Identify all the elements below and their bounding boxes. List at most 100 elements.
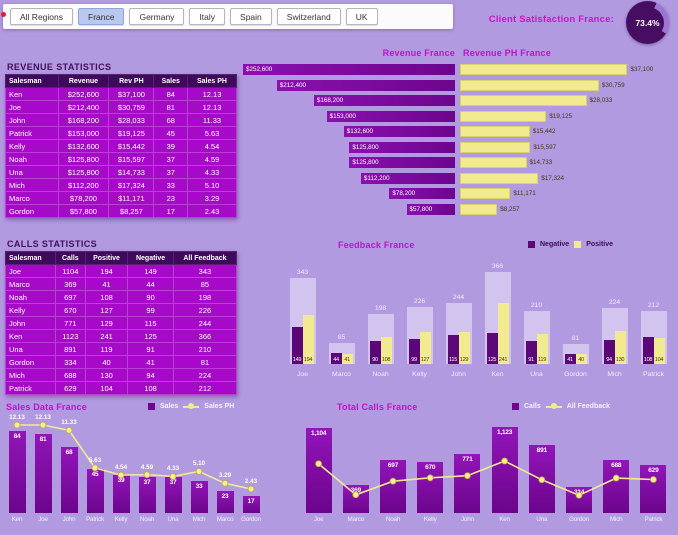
revenue_ph_france-bar-marco[interactable] [460, 188, 511, 200]
sales-bar-mich[interactable]: 33 [190, 480, 208, 513]
value-cell: 12.13 [186, 100, 238, 114]
negative-bar[interactable]: 125 [486, 332, 498, 364]
revenue_france-bar-marco[interactable]: $78,200 [389, 188, 455, 200]
negative-bar[interactable]: 90 [369, 341, 381, 364]
sales-bar-gordon[interactable]: 17 [242, 496, 260, 513]
revenue_france-bar-joe[interactable]: $212,400 [276, 79, 455, 91]
negative-bar[interactable]: 115 [447, 335, 459, 364]
table-row: Ken $252,600 $37,100 84 12.13 [5, 87, 238, 101]
revenue_france-bar-kelly[interactable]: $132,600 [343, 126, 455, 138]
negative-value-label: 91 [528, 357, 534, 363]
value-cell: $252,600 [57, 87, 110, 101]
revenue_france-bar-una[interactable]: $125,800 [349, 157, 455, 169]
positive-value-label: 40 [578, 357, 584, 363]
bar-value-label: 369 [350, 486, 361, 494]
calls-bar-una[interactable]: 891 [528, 444, 555, 513]
bar-value-label: 334 [573, 489, 585, 497]
negative-bar[interactable]: 94 [603, 340, 615, 364]
table-row: Joe 1104 194 149 343 [5, 264, 238, 278]
feedback-group-patrick: 212 108 104 Patrick [634, 250, 673, 378]
revenue_ph_france-bar-ken[interactable] [460, 64, 628, 75]
positive-bar[interactable]: 40 [575, 353, 587, 364]
value-cell: 125 [127, 329, 174, 343]
revenue_ph_france-bar-gordon[interactable] [460, 203, 498, 215]
x-axis-label: Gordon [564, 371, 587, 378]
table-row: John $168,200 $28,033 68 11.33 [5, 113, 238, 127]
negative-bar[interactable]: 91 [525, 341, 537, 364]
bar-value-label: $252,600 [246, 66, 273, 73]
revenue_ph_france-bar-una[interactable] [460, 157, 527, 169]
value-cell: 4.59 [186, 152, 238, 166]
revenue_france-bar-noah[interactable]: $125,800 [349, 141, 455, 153]
region-filter-italy[interactable]: Italy [189, 8, 226, 25]
sales-bar-ken[interactable]: 84 [8, 431, 26, 513]
revenue_france-bar-gordon[interactable]: $57,800 [406, 203, 455, 215]
region-filter-switzerland[interactable]: Switzerland [276, 8, 341, 25]
calls-bar-john[interactable]: 771 [454, 453, 481, 513]
calls-bar-kelly[interactable]: 670 [417, 461, 444, 513]
negative-bar[interactable]: 99 [408, 339, 420, 364]
positive-bar[interactable]: 127 [419, 332, 431, 364]
calls-bar-ken[interactable]: 1,123 [491, 427, 518, 513]
revenue_ph_france-bar-mich[interactable] [460, 172, 539, 184]
calls-bar-mich[interactable]: 688 [603, 460, 630, 513]
calls-bar-noah[interactable]: 697 [380, 459, 406, 513]
x-axis-label: John [62, 516, 76, 523]
value-cell: 129 [84, 316, 129, 330]
sales-bar-una[interactable]: 37 [164, 476, 182, 513]
revenue_france-bar-john[interactable]: $168,200 [313, 95, 455, 107]
value-cell: $14,733 [108, 165, 155, 179]
positive-bar[interactable]: 130 [614, 331, 626, 364]
revenue_ph_france-bar-noah[interactable] [460, 141, 531, 153]
sales-bar-marco[interactable]: 23 [216, 490, 234, 513]
calls-bar-patrick[interactable]: 629 [640, 464, 667, 513]
sales-bar-patrick[interactable]: 45 [86, 469, 104, 513]
value-cell: 68 [153, 113, 188, 127]
positive-bar[interactable]: 194 [302, 315, 314, 364]
revenue_ph_france-bar-kelly[interactable] [460, 126, 530, 138]
bar-value-label: 891 [536, 446, 547, 454]
salesman-cell: Gordon [5, 355, 56, 369]
revenue_france-bar-ken[interactable]: $252,600 [243, 64, 455, 75]
positive-bar[interactable]: 241 [497, 303, 509, 364]
bar-value-label: 68 [65, 448, 73, 456]
revenue_ph_france-bar-patrick[interactable] [460, 110, 547, 122]
negative-bar[interactable]: 108 [642, 336, 654, 364]
negative-bar[interactable]: 41 [564, 353, 576, 364]
positive-bar[interactable]: 129 [458, 331, 470, 364]
x-axis-label: Ken [499, 516, 510, 523]
calls-chart-title: Total Calls France [337, 402, 418, 412]
table-row: Patrick $153,000 $19,125 45 5.63 [5, 126, 238, 140]
sales-bar-john[interactable]: 68 [60, 446, 78, 513]
plot-area: 84 81 68 45 39 37 37 33 23 17 12.13 12.13 11.33 5.63 4… [4, 413, 264, 513]
revenue_france-bar-mich[interactable]: $112,200 [360, 172, 455, 184]
table-row: Joe $212,400 $30,759 81 12.13 [5, 100, 238, 114]
revenue_ph_france-bar-joe[interactable] [460, 79, 599, 91]
region-filter-all-regions[interactable]: All Regions [10, 8, 73, 25]
negative-bar[interactable]: 44 [330, 352, 342, 364]
calls-bar-marco[interactable]: 369 [342, 484, 369, 513]
revenue_france-bar-patrick[interactable]: $153,000 [326, 110, 455, 122]
revenue_ph_france-bar-john[interactable] [460, 95, 587, 107]
value-cell: 241 [84, 329, 129, 343]
total-feedback-label: 343 [296, 268, 309, 276]
sales-bar-noah[interactable]: 37 [138, 476, 156, 513]
positive-bar[interactable]: 119 [536, 334, 548, 364]
sales-swatch-icon [148, 403, 155, 410]
positive-bar[interactable]: 104 [653, 337, 665, 364]
feedback-grouped-chart: 343 149 194 Joe 85 44 41 Marco 198 90 108 Noah 226 99… [283, 250, 673, 378]
positive-bar[interactable]: 108 [380, 336, 392, 364]
calls-bar-gordon[interactable]: 334 [566, 487, 592, 513]
negative-bar[interactable]: 149 [291, 326, 303, 364]
column-header: Calls [54, 251, 86, 265]
positive-bar[interactable]: 41 [341, 353, 353, 364]
region-filter-germany[interactable]: Germany [129, 8, 185, 25]
sales-bar-kelly[interactable]: 39 [112, 474, 130, 513]
column-header: Positive [84, 251, 129, 265]
region-filter-uk[interactable]: UK [345, 8, 378, 25]
calls-bar-joe[interactable]: 1,104 [305, 428, 332, 513]
region-filter-france[interactable]: France [78, 8, 125, 25]
sales-bar-joe[interactable]: 81 [34, 433, 52, 513]
region-filter-spain[interactable]: Spain [230, 8, 272, 25]
column-header: Salesman [5, 74, 59, 88]
